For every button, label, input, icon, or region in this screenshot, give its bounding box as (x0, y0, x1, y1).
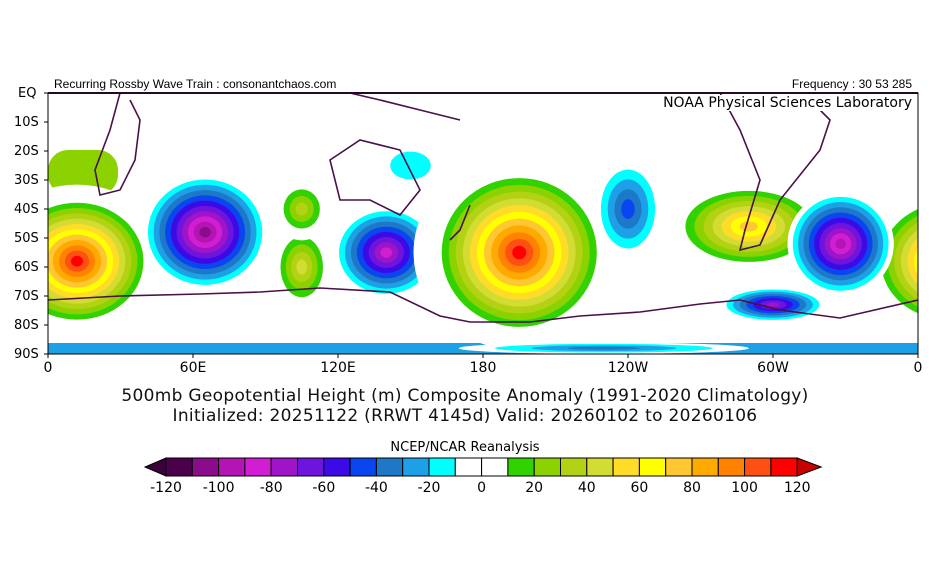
colorbar-swatch (507, 457, 535, 477)
colorbar-label: -60 (312, 480, 336, 496)
colorbar-swatch (717, 457, 746, 477)
anomaly-contour (835, 238, 846, 250)
anomaly-contour (914, 247, 918, 275)
lon-label: 60W (757, 360, 789, 376)
colorbar-swatch (612, 457, 640, 477)
colorbar-swatch (191, 457, 220, 477)
colorbar-swatch (297, 457, 325, 477)
colorbar-label: -80 (259, 480, 283, 496)
anomaly-contour (766, 302, 780, 307)
colorbar-swatch (323, 457, 351, 477)
lab-credit: NOAA Physical Sciences Laboratory (661, 95, 914, 111)
anomaly-contour (380, 247, 393, 258)
lat-label: 70S (14, 289, 39, 304)
lat-label: 30S (14, 173, 39, 188)
colorbar-swatch (402, 457, 430, 477)
lon-label: 120W (607, 360, 649, 376)
lon-label: 180 (469, 360, 497, 376)
anomaly-contour (296, 259, 308, 275)
lat-label: EQ (18, 86, 37, 101)
colorbar-swatch (218, 457, 246, 477)
colorbar-swatch (165, 457, 193, 477)
lat-label: 90S (14, 347, 39, 362)
colorbar-label: -40 (364, 480, 388, 496)
colorbar-label: -100 (202, 480, 235, 496)
lon-label: 0 (913, 360, 923, 376)
coastlines (48, 93, 918, 323)
lon-label: 0 (43, 360, 53, 376)
anomaly-contour (621, 199, 635, 219)
colorbar (143, 457, 823, 477)
colorbar-label: 20 (525, 480, 544, 496)
anomaly-contour (390, 151, 431, 180)
colorbar-swatch (349, 457, 377, 477)
colorbar-swatch (744, 457, 772, 477)
anomaly-contour (739, 221, 758, 232)
colorbar-label: 60 (630, 480, 649, 496)
green-region (48, 150, 118, 195)
colorbar-swatch (586, 457, 614, 477)
axis-ticks (44, 92, 919, 358)
title-line-2: Initialized: 20251122 (RRWT 4145d) Valid… (172, 406, 758, 426)
anomaly-fill (48, 142, 930, 354)
anomaly-contour (567, 346, 641, 350)
lat-label: 60S (14, 260, 39, 275)
colorbar-label: 100 (731, 480, 758, 496)
header-left: Recurring Rossby Wave Train : consonantc… (54, 77, 337, 91)
title-line-1: 500mb Geopotential Height (m) Composite … (121, 386, 809, 406)
colorbar-label: 40 (577, 480, 596, 496)
anomaly-contour (295, 202, 308, 216)
colorbar-over-arrow (796, 457, 823, 477)
colorbar-swatch (533, 457, 562, 477)
colorbar-swatch (428, 457, 456, 477)
colorbar-source: NCEP/NCAR Reanalysis (390, 440, 540, 455)
anomaly-contour (921, 238, 930, 284)
lat-label: 80S (14, 318, 39, 333)
lat-label: 50S (14, 231, 39, 246)
colorbar-swatch (770, 457, 798, 477)
colorbar-swatch (560, 457, 588, 477)
lat-label: 10S (14, 115, 39, 130)
colorbar-swatch (375, 457, 404, 477)
colorbar-label: 80 (683, 480, 701, 496)
colorbar-swatch (691, 457, 719, 477)
colorbar-label: 0 (477, 480, 487, 496)
colorbar-under-arrow (143, 457, 167, 477)
colorbar-swatch (244, 457, 272, 477)
lon-label: 60E (179, 360, 207, 376)
colorbar-swatch (665, 457, 693, 477)
colorbar-label: 120 (783, 480, 811, 496)
lon-label: 120E (320, 360, 356, 376)
colorbar-label: -120 (150, 480, 182, 496)
colorbar-swatch (270, 457, 299, 477)
colorbar-swatch (481, 457, 509, 477)
anomaly-contour (70, 255, 84, 267)
lat-label: 40S (14, 202, 39, 217)
colorbar-swatch (638, 457, 667, 477)
colorbar-swatch (454, 457, 483, 477)
anomaly-contour (199, 226, 211, 238)
header-right: Frequency : 30 53 285 (791, 77, 912, 91)
anomaly-contour (907, 237, 918, 285)
lat-label: 20S (14, 144, 39, 159)
anomaly-contour (512, 245, 527, 260)
colorbar-label: -20 (417, 480, 441, 496)
